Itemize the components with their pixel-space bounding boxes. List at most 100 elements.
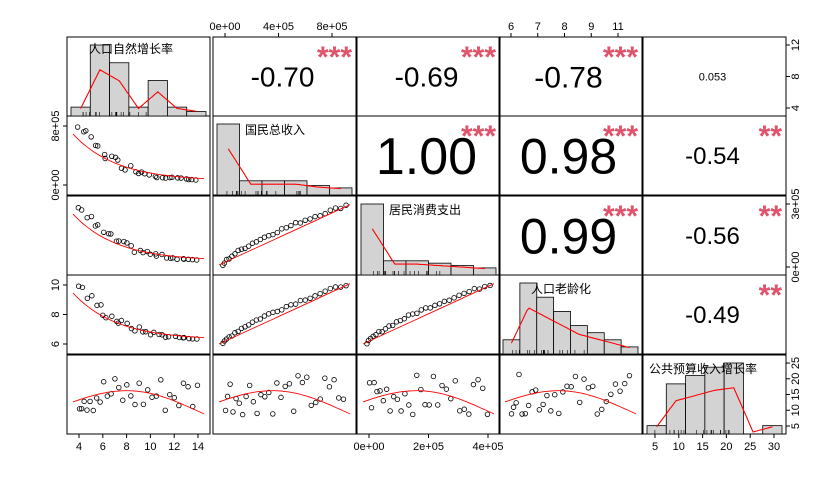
- scatter-point: [452, 378, 458, 384]
- scatter-point: [270, 231, 276, 238]
- scatter-point: [288, 302, 294, 308]
- scatter-point: [232, 330, 238, 336]
- scatter-point: [510, 404, 517, 410]
- scatter-point: [88, 213, 95, 220]
- scatter-point: [612, 381, 619, 387]
- scatter-point: [75, 283, 82, 289]
- scatter-point: [327, 207, 334, 213]
- scatter-point: [283, 303, 290, 310]
- scatter-point: [409, 311, 416, 317]
- scatter-point: [525, 402, 532, 409]
- scatter-point: [135, 170, 142, 177]
- tick-label: 12: [790, 39, 802, 51]
- scatter-point: [297, 297, 304, 304]
- scatter-point: [147, 251, 153, 257]
- scatter-point: [101, 151, 108, 158]
- scatter-point: [386, 323, 392, 329]
- scatter-point: [617, 388, 623, 394]
- histogram-bar: [570, 325, 588, 355]
- scatter-point: [536, 407, 543, 413]
- significance-stars: ***: [461, 120, 496, 153]
- histogram-bar: [646, 425, 667, 435]
- scatter-point: [568, 384, 574, 390]
- scatter-point: [370, 333, 376, 340]
- scatter-point: [147, 332, 154, 338]
- scatter-point: [532, 387, 539, 393]
- histogram-bar: [216, 123, 240, 196]
- scatter-point: [174, 256, 180, 263]
- tick-label: 6: [100, 441, 106, 453]
- significance-stars: ***: [603, 200, 638, 233]
- scatter-point: [154, 174, 160, 181]
- significance-stars: **: [759, 279, 783, 312]
- scatter-point: [193, 257, 200, 263]
- scatter-point: [414, 372, 420, 378]
- tick-label: 8e+05: [317, 21, 348, 33]
- scatter-point: [238, 246, 245, 252]
- tick-label: 2e+05: [413, 441, 444, 453]
- significance-stars: **: [759, 200, 783, 233]
- smooth-line: [72, 213, 205, 260]
- scatter-point: [401, 316, 408, 322]
- scatter-point: [446, 297, 452, 303]
- smooth-line: [72, 133, 205, 180]
- scatter-point: [100, 379, 107, 385]
- histogram-bar: [239, 180, 263, 196]
- density-curve: [80, 69, 197, 112]
- scatter-point: [307, 216, 313, 222]
- scatter-point: [194, 336, 200, 342]
- scatter-point: [343, 282, 349, 289]
- scatter-point: [279, 307, 285, 313]
- scatter-point: [92, 142, 99, 149]
- scatter-point: [379, 329, 385, 335]
- significance-stars: ***: [461, 41, 496, 74]
- scatter-point: [366, 380, 373, 386]
- significance-stars: ***: [603, 120, 638, 153]
- tick-label: 4: [76, 441, 82, 453]
- scatter-point: [109, 313, 115, 319]
- scatter-point: [89, 293, 95, 299]
- scatter-point: [374, 388, 380, 395]
- scatter-point: [299, 379, 306, 386]
- scatter-point: [439, 382, 445, 389]
- scatter-point: [456, 292, 462, 299]
- scatter-point: [95, 143, 101, 149]
- panel-border: [66, 115, 211, 196]
- scatter-point: [279, 226, 285, 232]
- scatter-point: [93, 395, 100, 401]
- scatter-point: [373, 331, 379, 338]
- scatter-point: [115, 157, 121, 163]
- scatter-point: [513, 400, 519, 406]
- panel-border: [356, 354, 501, 435]
- scatter-point: [487, 282, 493, 289]
- scatter-point: [313, 399, 319, 406]
- tick-label: 3e+05: [790, 189, 802, 220]
- scatter-point: [120, 397, 126, 403]
- panel-border: [356, 115, 501, 196]
- scatter-point: [167, 391, 173, 398]
- histogram-bar: [284, 180, 308, 196]
- tick-label: 8e+05: [50, 111, 62, 142]
- histogram-bar: [536, 296, 555, 355]
- scatter-point: [519, 411, 525, 417]
- scatter-point: [169, 174, 175, 180]
- scatter-point: [95, 222, 101, 228]
- tick-label: 15: [790, 388, 802, 400]
- scatter-point: [622, 380, 628, 387]
- tick-label: 14: [192, 441, 204, 453]
- scatter-point: [74, 124, 81, 130]
- scatter-point: [461, 406, 467, 412]
- panel-border: [66, 354, 211, 435]
- scatter-point: [418, 386, 424, 393]
- scatter-point: [581, 376, 587, 382]
- panel-border: [66, 274, 211, 355]
- scatter-point: [291, 408, 297, 414]
- scatter-point: [471, 285, 478, 292]
- scatter-point: [443, 386, 450, 392]
- scatter-point: [423, 305, 429, 311]
- scatter-point: [78, 207, 85, 213]
- variable-label: 人口自然增长率: [89, 41, 173, 56]
- scatter-point: [262, 394, 268, 400]
- tick-label: 10: [673, 441, 685, 453]
- scatter-point: [297, 220, 304, 226]
